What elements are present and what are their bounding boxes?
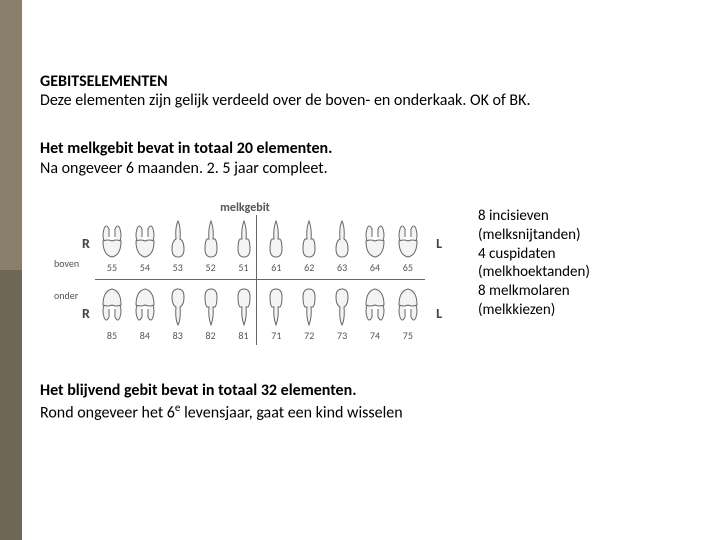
sidebar-accent-top xyxy=(0,0,22,270)
slide-content: GEBITSELEMENTEN Deze elementen zijn geli… xyxy=(40,72,690,423)
tooth-icon: 61 xyxy=(264,219,288,274)
tooth-number: 55 xyxy=(107,261,117,274)
heading: GEBITSELEMENTEN xyxy=(40,72,690,91)
milk-title: Het melkgebit bevat in totaal 20 element… xyxy=(40,139,690,159)
tooth-number: 52 xyxy=(206,261,216,274)
tooth-icon: 85 xyxy=(100,287,124,342)
legend-line: (melksnijtanden) xyxy=(478,226,590,245)
tooth-icon: 55 xyxy=(100,219,124,274)
tooth-icon: 54 xyxy=(133,219,157,274)
tooth-icon: 74 xyxy=(363,287,387,342)
tooth-number: 65 xyxy=(403,261,413,274)
tooth-number: 84 xyxy=(140,329,150,342)
tooth-number: 72 xyxy=(304,329,314,342)
tooth-icon: 64 xyxy=(363,219,387,274)
tooth-icon: 71 xyxy=(264,287,288,342)
tooth-icon: 83 xyxy=(166,287,190,342)
lower-teeth-row: 85 84 83 82 81 71 72 73 74 75 xyxy=(100,287,420,342)
tooth-icon: 84 xyxy=(133,287,157,342)
milk-teeth-section: Het melkgebit bevat in totaal 20 element… xyxy=(40,139,690,179)
perm-title: Het blijvend gebit bevat in totaal 32 el… xyxy=(40,381,690,401)
tooth-icon: 53 xyxy=(166,219,190,274)
milk-subtitle: Na ongeveer 6 maanden. 2. 5 jaar complee… xyxy=(40,159,690,179)
tooth-icon: 75 xyxy=(396,287,420,342)
tooth-number: 61 xyxy=(271,261,281,274)
legend: 8 incisieven (melksnijtanden) 4 cuspidat… xyxy=(478,207,590,320)
perm-sub-b: levensjaar, gaat een kind wisselen xyxy=(180,403,402,422)
lower-R-label: R xyxy=(82,305,90,322)
tooth-number: 51 xyxy=(238,261,248,274)
tooth-number: 54 xyxy=(140,261,150,274)
tooth-icon: 52 xyxy=(199,219,223,274)
tooth-number: 73 xyxy=(337,329,347,342)
tooth-number: 83 xyxy=(173,329,183,342)
onder-label: onder xyxy=(54,289,78,302)
tooth-icon: 63 xyxy=(330,219,354,274)
upper-L-label: L xyxy=(436,235,442,252)
tooth-number: 63 xyxy=(337,261,347,274)
diagram-title: melkgebit xyxy=(40,201,450,215)
boven-label: boven xyxy=(54,257,79,270)
legend-line: 4 cuspidaten xyxy=(478,245,590,264)
legend-line: 8 melkmolaren xyxy=(478,282,590,301)
legend-line: 8 incisieven xyxy=(478,207,590,226)
tooth-icon: 65 xyxy=(396,219,420,274)
tooth-icon: 82 xyxy=(199,287,223,342)
perm-sub-a: Rond ongeveer het 6 xyxy=(40,403,175,422)
diagram-hline xyxy=(95,279,425,280)
tooth-number: 62 xyxy=(304,261,314,274)
perm-subtitle: Rond ongeveer het 6e levensjaar, gaat ee… xyxy=(40,401,690,423)
sidebar-accent-bottom xyxy=(0,270,22,540)
tooth-number: 81 xyxy=(238,329,248,342)
upper-teeth-row: 55 54 53 52 51 61 62 63 64 65 xyxy=(100,219,420,274)
tooth-number: 53 xyxy=(173,261,183,274)
tooth-icon: 51 xyxy=(232,219,256,274)
tooth-icon: 62 xyxy=(297,219,321,274)
permanent-teeth-section: Het blijvend gebit bevat in totaal 32 el… xyxy=(40,381,690,423)
tooth-icon: 73 xyxy=(330,287,354,342)
upper-R-label: R xyxy=(82,235,90,252)
tooth-number: 71 xyxy=(271,329,281,342)
diagram-and-legend: melkgebit boven onder R L R L 55 54 53 52 51… xyxy=(40,201,690,351)
teeth-diagram: melkgebit boven onder R L R L 55 54 53 52 51… xyxy=(40,201,450,351)
tooth-number: 82 xyxy=(206,329,216,342)
tooth-icon: 72 xyxy=(297,287,321,342)
tooth-number: 85 xyxy=(107,329,117,342)
tooth-number: 75 xyxy=(403,329,413,342)
lower-L-label: L xyxy=(436,305,442,322)
legend-line: (melkkiezen) xyxy=(478,301,590,320)
legend-line: (melkhoektanden) xyxy=(478,263,590,282)
tooth-number: 64 xyxy=(370,261,380,274)
tooth-number: 74 xyxy=(370,329,380,342)
intro-text: Deze elementen zijn gelijk verdeeld over… xyxy=(40,91,690,111)
tooth-icon: 81 xyxy=(232,287,256,342)
